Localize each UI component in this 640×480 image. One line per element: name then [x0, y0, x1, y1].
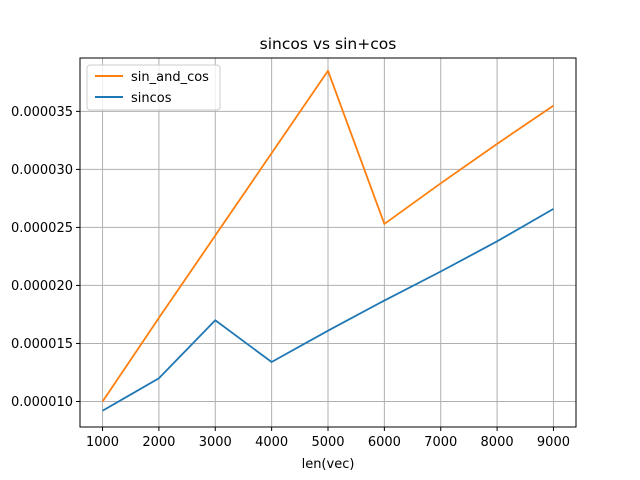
x-axis-label: len(vec): [302, 457, 355, 472]
x-tick-label: 3000: [199, 435, 232, 450]
x-axis-ticks: 1000 2000 3000 4000 5000 6000 7000 8000 9000: [86, 427, 570, 450]
y-axis-ticks: 0.000010 0.000015 0.000020 0.000025 0.000030…: [11, 105, 80, 410]
y-tick-label: 0.000015: [11, 337, 73, 352]
series-lines: [101, 69, 554, 412]
y-tick-label: 0.000020: [11, 279, 73, 294]
legend-label-sin-and-cos: sin_and_cos: [131, 70, 209, 85]
x-tick-label: 9000: [537, 435, 570, 450]
x-tick-label: 5000: [311, 435, 344, 450]
x-tick-label: 8000: [481, 435, 514, 450]
grid: [80, 58, 576, 427]
series-line-sin-and-cos: [101, 69, 554, 402]
y-tick-label: 0.000030: [11, 163, 73, 178]
x-tick-label: 2000: [142, 435, 175, 450]
x-tick-label: 6000: [368, 435, 401, 450]
legend: sin_and_cos sincos: [86, 64, 221, 111]
y-tick-label: 0.000035: [11, 105, 73, 120]
y-tick-label: 0.000010: [11, 395, 73, 410]
legend-label-sincos: sincos: [131, 91, 172, 106]
series-line-sincos: [102, 208, 554, 412]
x-tick-label: 4000: [255, 435, 288, 450]
chart-title: sincos vs sin+cos: [260, 35, 397, 53]
y-tick-label: 0.000025: [11, 221, 73, 236]
x-tick-label: 7000: [424, 435, 457, 450]
x-tick-label: 1000: [86, 435, 119, 450]
